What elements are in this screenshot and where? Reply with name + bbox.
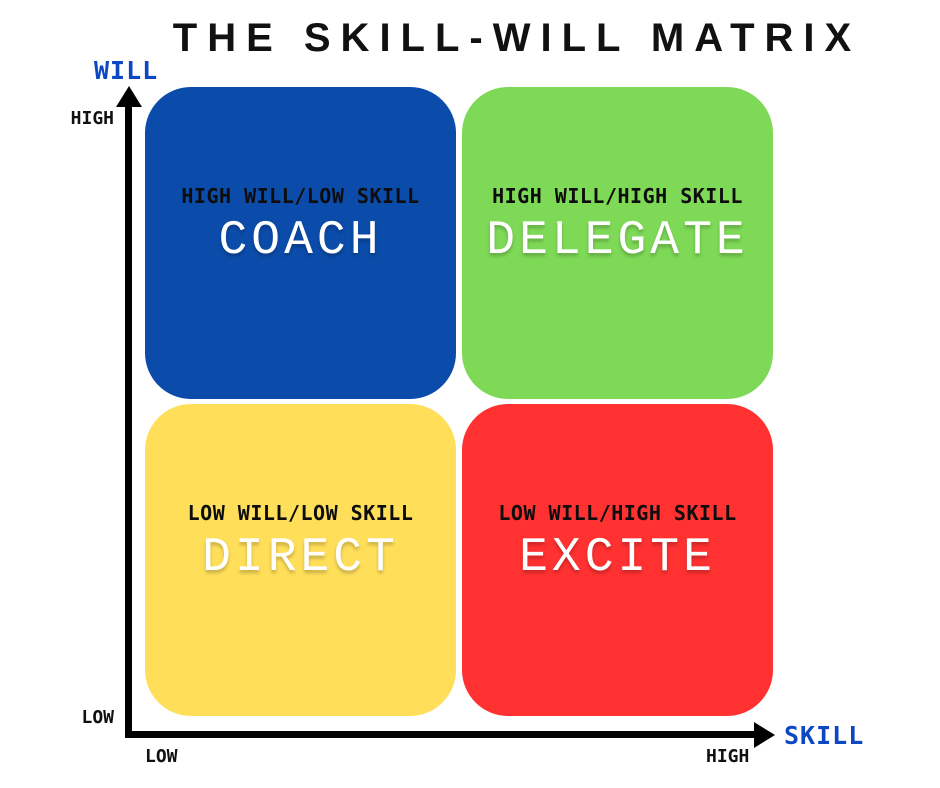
page-title: THE SKILL-WILL MATRIX (172, 16, 862, 60)
x-axis-tick-low: LOW (145, 746, 178, 767)
quadrant-action-label: DELEGATE (486, 214, 749, 268)
quadrant-grid: HIGH WILL/LOW SKILL COACH HIGH WILL/HIGH… (145, 87, 773, 716)
quadrant-coach: HIGH WILL/LOW SKILL COACH (145, 87, 456, 399)
quadrant-excite: LOW WILL/HIGH SKILL EXCITE (462, 404, 773, 716)
quadrant-subtitle: HIGH WILL/HIGH SKILL (492, 184, 743, 208)
quadrant-delegate: HIGH WILL/HIGH SKILL DELEGATE (462, 87, 773, 399)
y-axis-arrowhead-icon (116, 86, 142, 107)
quadrant-direct: LOW WILL/LOW SKILL DIRECT (145, 404, 456, 716)
x-axis-tick-high: HIGH (706, 746, 750, 767)
quadrant-subtitle: HIGH WILL/LOW SKILL (181, 184, 420, 208)
quadrant-action-label: COACH (218, 214, 383, 268)
y-axis-line (125, 98, 132, 738)
y-axis-name: WILL (94, 56, 159, 85)
x-axis-name: SKILL (784, 721, 865, 750)
y-axis-tick-low: LOW (81, 707, 114, 728)
quadrant-subtitle: LOW WILL/HIGH SKILL (498, 501, 737, 525)
quadrant-subtitle: LOW WILL/LOW SKILL (187, 501, 414, 525)
x-axis-line (128, 731, 756, 738)
quadrant-action-label: DIRECT (202, 531, 399, 585)
quadrant-action-label: EXCITE (519, 531, 716, 585)
x-axis-arrowhead-icon (754, 722, 775, 748)
y-axis-tick-high: HIGH (70, 108, 114, 129)
